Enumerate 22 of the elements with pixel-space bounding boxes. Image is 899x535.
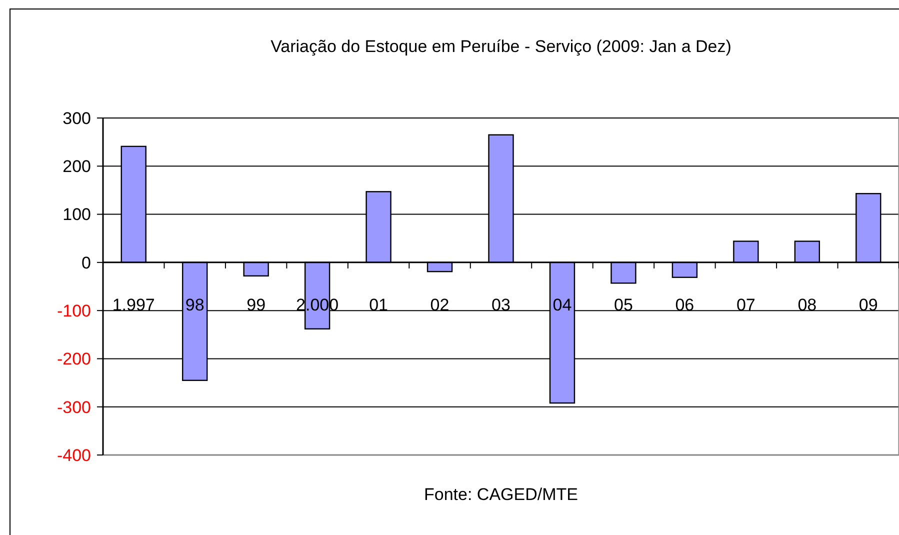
y-tick-label: 200 [62, 157, 91, 176]
y-tick-label: 0 [82, 253, 91, 272]
x-tick-label: 98 [185, 295, 204, 314]
chart-title: Variação do Estoque em Peruíbe - Serviço (2009: Jan a Dez) [270, 37, 732, 56]
x-tick-label: 05 [614, 295, 633, 314]
x-tick-label: 99 [246, 295, 266, 314]
source-note: Fonte: CAGED/MTE [424, 485, 578, 504]
x-tick-label: 03 [492, 295, 510, 314]
x-tick-label: 1.997 [112, 295, 155, 314]
y-tick-label: -400 [56, 446, 91, 465]
x-tick-label: 07 [736, 295, 756, 314]
x-tick-label: 02 [430, 295, 450, 314]
y-tick-label: -100 [56, 302, 91, 321]
y-tick-label: -300 [56, 398, 91, 417]
x-tick-label: 06 [675, 295, 694, 314]
y-tick-label: 300 [62, 108, 91, 128]
x-tick-label: 01 [369, 295, 388, 314]
x-tick-label: 09 [858, 295, 878, 314]
y-tick-label: -200 [56, 350, 91, 369]
y-tick-label: 100 [62, 205, 91, 224]
x-tick-label: 04 [552, 295, 572, 314]
x-tick-label: 08 [798, 295, 817, 314]
